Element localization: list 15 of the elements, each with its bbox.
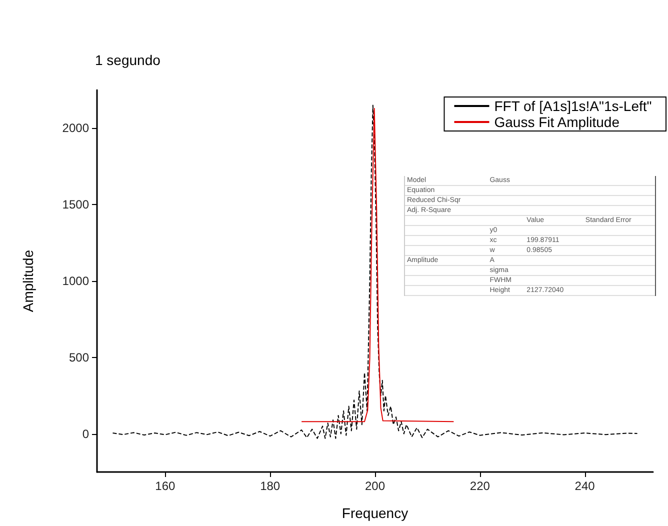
- legend-label: Gauss Fit Amplitude: [494, 114, 620, 130]
- y-tick-label: 2000: [62, 121, 90, 136]
- x-tick-label: 240: [574, 479, 596, 493]
- legend-label: FFT of [A1s]1s!A"1s-Left": [494, 98, 652, 114]
- x-tick-label: 200: [364, 479, 386, 493]
- chart-title: 1 segundo: [95, 52, 161, 68]
- x-axis-title: Frequency: [342, 505, 408, 521]
- y-axis-title: Amplitude: [20, 250, 36, 312]
- y-tick-label: 1500: [62, 198, 90, 212]
- x-tick-label: 220: [470, 479, 490, 493]
- y-tick-label: 500: [68, 350, 90, 364]
- x-tick-label: 160: [155, 479, 176, 493]
- y-tick-label: 0: [82, 426, 90, 441]
- y-tick-label: 1000: [62, 274, 90, 288]
- x-tick-label: 180: [260, 479, 280, 493]
